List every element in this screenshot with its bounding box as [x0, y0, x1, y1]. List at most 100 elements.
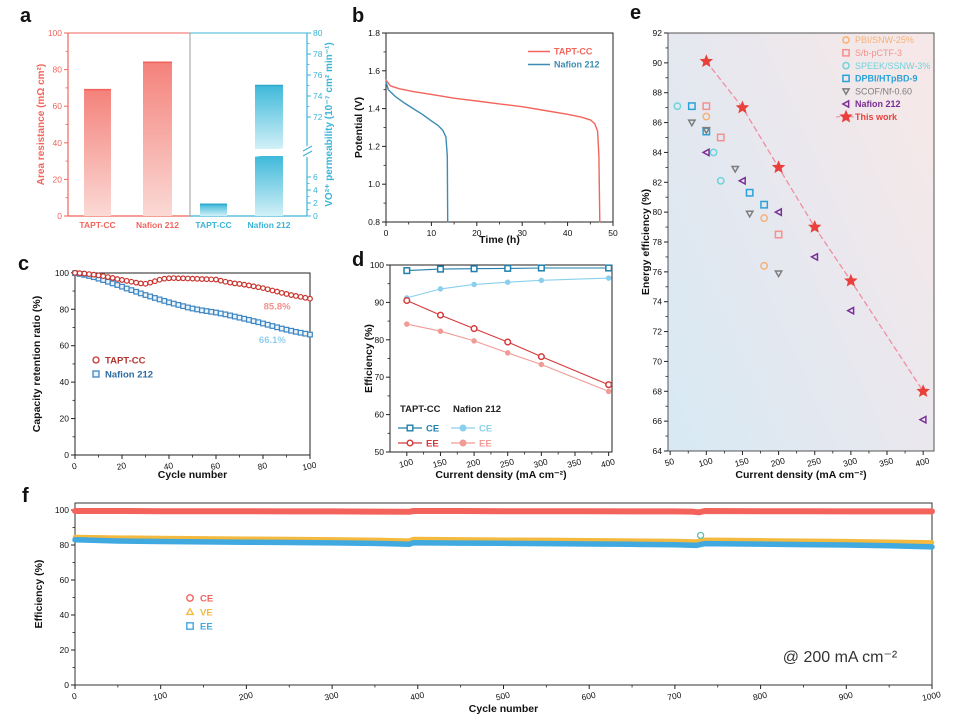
circle-marker — [605, 381, 613, 389]
bar — [200, 204, 227, 216]
legend: PBI/SNW-25% S/b-pCTF-3 SPEEK/SSNW-3% DPBI/H… — [836, 35, 930, 123]
legend-marker — [839, 109, 853, 123]
series-line — [406, 323, 610, 392]
circle-marker — [264, 286, 271, 293]
square-marker — [293, 328, 299, 335]
axis-tick-label: 1000 — [921, 689, 942, 703]
axis-tick-label: 86 — [653, 118, 663, 128]
legend-label: CE — [426, 424, 439, 435]
circle-marker — [760, 214, 769, 223]
axis-tick-label: 1.6 — [368, 66, 380, 76]
series-line — [385, 81, 449, 223]
circle-marker — [297, 293, 304, 300]
tri-down-marker — [730, 165, 740, 174]
axis-tick-label: 6 — [313, 172, 318, 182]
circle-marker — [95, 272, 102, 279]
circle-marker — [170, 275, 177, 282]
circle-marker — [184, 275, 191, 282]
square-marker — [537, 264, 545, 272]
series-line — [406, 277, 610, 299]
circle-marker — [194, 275, 201, 282]
legend-label: SPEEK/SSNW-3% — [855, 61, 930, 71]
axis-tick-label: 400 — [600, 456, 617, 469]
square-marker — [147, 293, 154, 300]
y-axis-title: Efficiency (%) — [33, 560, 45, 629]
series-nafion-212-ce — [404, 275, 612, 301]
axis-tick-label: 76 — [313, 70, 323, 80]
square-marker — [175, 301, 182, 308]
panel-f-label: f — [22, 485, 29, 507]
x-axis-title: Current density (mA cm⁻²) — [435, 469, 566, 481]
axis-tick-label: 80 — [53, 65, 63, 75]
square-marker — [170, 300, 177, 307]
circle-marker — [133, 279, 140, 286]
circle-marker — [605, 275, 612, 281]
square-marker — [133, 288, 140, 295]
tri-left-marker — [809, 252, 819, 262]
series-ce — [72, 508, 935, 516]
legend-marker — [185, 607, 195, 616]
circle-marker — [288, 292, 295, 298]
legend-label: TAPT-CC — [105, 356, 146, 367]
circle-marker — [760, 261, 769, 270]
legend-marker — [406, 439, 414, 447]
axis-tick-label: 300 — [323, 690, 339, 703]
legend: TAPT-CC Nafion 212 — [92, 356, 153, 381]
circle-marker — [250, 283, 257, 290]
square-marker — [278, 325, 285, 332]
circle-marker — [123, 277, 130, 284]
circle-marker — [538, 361, 545, 368]
axis-tick-label: 100 — [152, 690, 168, 703]
circle-marker — [180, 275, 187, 282]
legend-marker — [842, 74, 850, 83]
star-marker — [735, 100, 750, 114]
circle-marker — [260, 285, 266, 292]
axis-tick-label: 80 — [313, 28, 323, 38]
circle-marker — [72, 269, 78, 276]
series-line — [72, 508, 935, 516]
axis-tick-label: 0 — [64, 680, 69, 690]
circle-marker — [166, 275, 172, 282]
panel-c-label: c — [18, 253, 30, 275]
axis-tick-label: 200 — [465, 456, 482, 469]
series-nafion-212 — [72, 270, 313, 338]
square-marker — [208, 308, 215, 315]
x-axis-title: Cycle number — [158, 469, 227, 481]
axis-tick-label: 150 — [432, 456, 449, 469]
axis-tick-label: 150 — [734, 455, 751, 468]
y2-axis-title: VO²⁺ permeability (10⁻⁷ cm² min⁻¹) — [324, 42, 335, 206]
legend-label: CE — [479, 424, 492, 435]
axis-break-gap — [303, 146, 312, 157]
circle-marker — [137, 280, 144, 287]
circle-marker — [702, 112, 711, 121]
circle-marker — [231, 280, 238, 287]
bar — [255, 85, 283, 149]
square-marker — [250, 318, 257, 324]
axis-tick-label: 68 — [653, 386, 663, 396]
axis-tick-label: 500 — [495, 690, 511, 703]
axis-tick-label: 100 — [48, 28, 62, 38]
square-marker — [166, 299, 172, 306]
star-marker — [771, 160, 786, 174]
panel-b-label: b — [352, 5, 365, 27]
circle-marker — [222, 278, 229, 285]
star-marker — [916, 384, 930, 398]
square-marker — [605, 264, 613, 272]
tri-down-marker — [687, 119, 697, 128]
axis-tick-label: 20 — [60, 414, 70, 424]
circle-marker — [203, 276, 210, 283]
circle-marker — [255, 284, 262, 291]
legend-marker — [92, 370, 100, 378]
circle-marker — [403, 296, 411, 305]
circle-marker — [274, 288, 281, 295]
bar-nafion-212 — [143, 61, 172, 216]
axis-tick-label: 100 — [55, 268, 69, 278]
square-marker — [156, 296, 163, 303]
series-ee — [72, 537, 935, 550]
plot-box — [667, 32, 935, 452]
axis-tick-label: 4 — [313, 185, 318, 195]
tri-left-marker — [846, 306, 855, 316]
axis-tick-label: 20 — [116, 460, 128, 472]
axis-tick-label: 250 — [806, 455, 823, 468]
axis-tick-label: 78 — [313, 49, 323, 59]
